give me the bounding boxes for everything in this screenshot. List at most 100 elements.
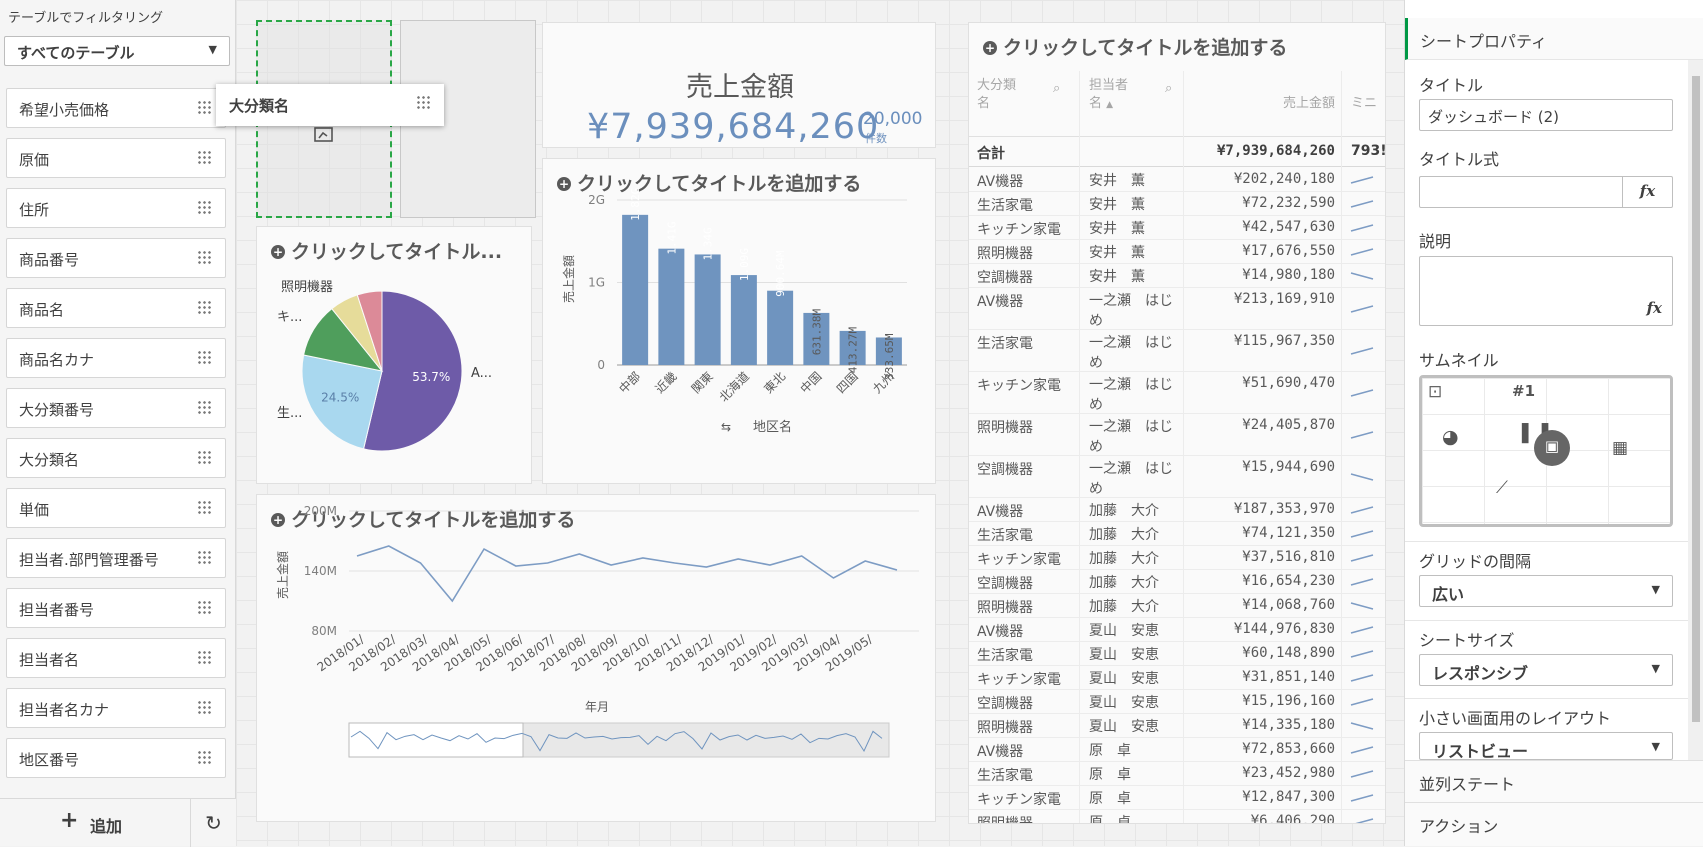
field-item[interactable]: 担当者.部門管理番号 bbox=[6, 538, 226, 578]
table-row[interactable]: AV機器 一之瀬 はじめ ¥213,169,910 bbox=[969, 288, 1385, 330]
table-row[interactable]: 生活家電 加藤 大介 ¥74,121,350 bbox=[969, 522, 1385, 546]
drag-field-tooltip[interactable]: 大分類名 bbox=[216, 84, 444, 126]
header-person[interactable]: 担当者名 ▲ bbox=[1089, 77, 1128, 114]
pie-card-title[interactable]: + クリックしてタイトル... bbox=[271, 237, 502, 264]
table-row[interactable]: AV機器 安井 薫 ¥202,240,180 bbox=[969, 168, 1385, 192]
mini-chart bbox=[1350, 248, 1374, 256]
expression-editor-button[interactable]: fx bbox=[1646, 299, 1662, 317]
table-row[interactable]: 空調機器 加藤 大介 ¥16,654,230 bbox=[969, 570, 1385, 594]
field-item[interactable]: 地区番号 bbox=[6, 738, 226, 778]
cell-category: 生活家電 bbox=[977, 648, 1033, 664]
bar[interactable] bbox=[767, 290, 794, 365]
bar[interactable] bbox=[875, 337, 902, 365]
pie-slice-value-label: 53.7% bbox=[412, 370, 450, 384]
pie-chart-card[interactable]: + クリックしてタイトル... 53.7% 24.5% 照明機器 キ... A... 生..… bbox=[256, 226, 532, 484]
sheet-canvas[interactable]: 売上金額 ¥7,939,684,260 20,000 件数 + クリックしてタイト… bbox=[236, 0, 1404, 846]
mini-chart-line bbox=[1350, 674, 1374, 682]
table-row[interactable]: キッチン家電 安井 薫 ¥42,547,630 bbox=[969, 216, 1385, 240]
table-row[interactable]: 空調機器 夏山 安恵 ¥15,196,160 bbox=[969, 690, 1385, 714]
field-item[interactable]: 大分類名 bbox=[6, 438, 226, 478]
title-input[interactable]: ダッシュボード (2) bbox=[1419, 99, 1673, 131]
search-icon[interactable]: ⌕ bbox=[1165, 81, 1173, 96]
mini-chart bbox=[1350, 602, 1374, 610]
small-screen-layout-select[interactable]: リストビュー ▼ bbox=[1419, 732, 1673, 760]
pie-slice[interactable] bbox=[362, 290, 463, 452]
bar[interactable] bbox=[839, 330, 866, 365]
field-item[interactable]: 商品名カナ bbox=[6, 338, 226, 378]
table-card[interactable]: + クリックしてタイトルを追加する 大分類名 ⌕ 担当者名 ▲ ⌕ 売上金額 ミニ… bbox=[968, 22, 1386, 824]
expression-editor-button[interactable]: fx bbox=[1622, 177, 1672, 207]
y-axis-label: 売上金額 bbox=[561, 255, 576, 303]
bar-chart[interactable]: 0 1G 2G 売上金額 1.82G 中部 1.41G 近畿 1.34G 関東 1.09G 北海道 90… bbox=[543, 159, 937, 485]
field-item[interactable]: 原価 bbox=[6, 138, 226, 178]
properties-scrollbar[interactable] bbox=[1688, 60, 1703, 760]
actions-section[interactable]: アクション bbox=[1405, 802, 1703, 846]
sheet-size-select[interactable]: レスポンシブ ▼ bbox=[1419, 654, 1673, 686]
title-expression-input[interactable]: fx bbox=[1419, 176, 1673, 208]
field-item[interactable]: 単価 bbox=[6, 488, 226, 528]
series-line[interactable] bbox=[356, 545, 898, 603]
search-icon[interactable]: ⌕ bbox=[1053, 81, 1061, 96]
kpi-card[interactable]: 売上金額 ¥7,939,684,260 20,000 件数 bbox=[542, 22, 936, 148]
bar[interactable] bbox=[694, 254, 721, 365]
range-scrollbar-thumb[interactable] bbox=[348, 722, 524, 758]
bar-card-title[interactable]: + クリックしてタイトルを追加する bbox=[557, 169, 861, 196]
table-row[interactable]: AV機器 原 卓 ¥72,853,660 bbox=[969, 738, 1385, 762]
field-item[interactable]: 大分類番号 bbox=[6, 388, 226, 428]
table-row[interactable]: 照明機器 加藤 大介 ¥14,068,760 bbox=[969, 594, 1385, 618]
header-category[interactable]: 大分類名 bbox=[977, 77, 1016, 113]
sheet-properties-header[interactable]: シートプロパティ bbox=[1405, 18, 1703, 60]
add-button[interactable]: + 追加 bbox=[0, 799, 190, 847]
cell-category: キッチン家電 bbox=[977, 672, 1061, 688]
table-row[interactable]: キッチン家電 夏山 安恵 ¥31,851,140 bbox=[969, 666, 1385, 690]
thumbnail-drop-area[interactable]: #1 ⊡ ◕ ▌▐ ▣ ▦ ⟋ bbox=[1419, 375, 1673, 527]
line-card-title[interactable]: + クリックしてタイトルを追加する bbox=[271, 505, 575, 532]
line-chart[interactable]: 80M140M200M売上金額2018/01/2018/02/2018/03/2… bbox=[257, 495, 937, 823]
field-item[interactable]: 担当者名カナ bbox=[6, 688, 226, 728]
table-row[interactable]: 生活家電 安井 薫 ¥72,232,590 bbox=[969, 192, 1385, 216]
table-row[interactable]: 照明機器 夏山 安恵 ¥14,335,180 bbox=[969, 714, 1385, 738]
table-card-title[interactable]: + クリックしてタイトルを追加する bbox=[983, 33, 1287, 60]
table-row[interactable]: 照明機器 安井 薫 ¥17,676,550 bbox=[969, 240, 1385, 264]
bar[interactable] bbox=[622, 214, 649, 365]
header-mini-chart[interactable]: ミニ bbox=[1351, 96, 1378, 111]
scrollbar-thumb[interactable] bbox=[1692, 76, 1700, 722]
table-row[interactable]: キッチン家電 加藤 大介 ¥37,516,810 bbox=[969, 546, 1385, 570]
bar-chart-card[interactable]: + クリックしてタイトルを追加する 0 1G 2G 売上金額 1.82G 中部 1.41G 近畿… bbox=[542, 158, 936, 484]
table-row[interactable]: 照明機器 原 卓 ¥6,406,290 bbox=[969, 810, 1385, 823]
table-row[interactable]: 空調機器 安井 薫 ¥14,980,180 bbox=[969, 264, 1385, 288]
cell-amount: ¥17,676,550 bbox=[1242, 243, 1335, 259]
refresh-icon[interactable]: ↻ bbox=[190, 799, 236, 847]
field-item[interactable]: 商品番号 bbox=[6, 238, 226, 278]
field-item[interactable]: 担当者名 bbox=[6, 638, 226, 678]
pie-slice[interactable] bbox=[356, 290, 383, 372]
table-row[interactable]: 空調機器 一之瀬 はじめ ¥15,944,690 bbox=[969, 456, 1385, 498]
field-item[interactable]: 希望小売価格 bbox=[6, 88, 226, 128]
bar[interactable] bbox=[803, 312, 830, 365]
image-icon[interactable]: ▣ bbox=[1534, 430, 1570, 466]
field-item[interactable]: 商品名 bbox=[6, 288, 226, 328]
table-row[interactable]: 生活家電 原 卓 ¥23,452,980 bbox=[969, 762, 1385, 786]
field-item[interactable]: 住所 bbox=[6, 188, 226, 228]
description-input[interactable]: fx bbox=[1419, 256, 1673, 326]
table-row[interactable]: キッチン家電 一之瀬 はじめ ¥51,690,470 bbox=[969, 372, 1385, 414]
header-amount[interactable]: 売上金額 bbox=[1282, 96, 1335, 111]
alternate-states-section[interactable]: 並列ステート bbox=[1405, 760, 1703, 802]
table-row[interactable]: 生活家電 一之瀬 はじめ ¥115,967,350 bbox=[969, 330, 1385, 372]
add-title-icon: + bbox=[271, 513, 285, 527]
table-row[interactable]: キッチン家電 原 卓 ¥12,847,300 bbox=[969, 786, 1385, 810]
table-filter-select[interactable]: すべてのテーブル ▼ bbox=[4, 36, 230, 66]
field-item[interactable]: 担当者番号 bbox=[6, 588, 226, 628]
cell-person: 夏山 安恵 bbox=[1089, 647, 1159, 663]
table-row[interactable]: AV機器 夏山 安恵 ¥144,976,830 bbox=[969, 618, 1385, 642]
pie-slice[interactable] bbox=[301, 354, 383, 450]
line-chart-card[interactable]: + クリックしてタイトルを追加する 80M 140M 200M 売上金額 2018/01/… bbox=[256, 494, 936, 822]
bar[interactable] bbox=[730, 275, 757, 365]
grid-spacing-select[interactable]: 広い ▼ bbox=[1419, 575, 1673, 607]
bar-value-label: 333.65M bbox=[883, 333, 896, 380]
table-row[interactable]: 照明機器 一之瀬 はじめ ¥24,405,870 bbox=[969, 414, 1385, 456]
bar[interactable] bbox=[658, 248, 685, 365]
table-row[interactable]: 生活家電 夏山 安恵 ¥60,148,890 bbox=[969, 642, 1385, 666]
table-row[interactable]: AV機器 加藤 大介 ¥187,353,970 bbox=[969, 498, 1385, 522]
